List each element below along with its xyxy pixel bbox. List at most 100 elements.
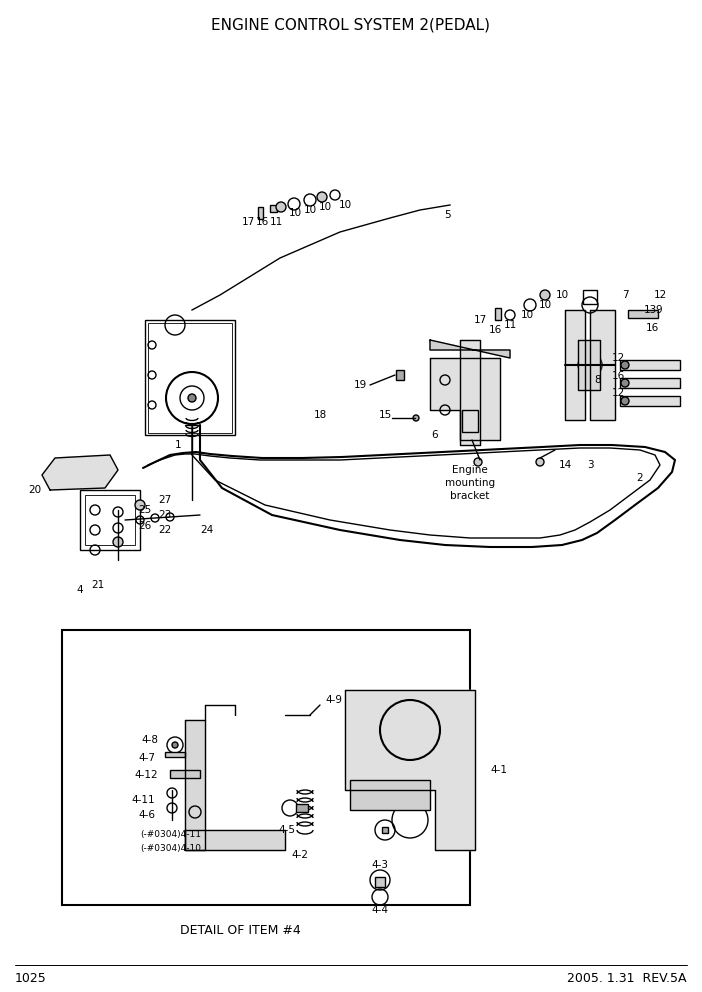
Text: (-#0304)4-10: (-#0304)4-10 bbox=[140, 843, 201, 852]
Text: 4-1: 4-1 bbox=[490, 765, 507, 775]
Text: 4-9: 4-9 bbox=[325, 695, 342, 705]
Text: 4-7: 4-7 bbox=[138, 753, 155, 763]
Text: 26: 26 bbox=[138, 521, 151, 531]
Polygon shape bbox=[42, 455, 118, 490]
Text: 20: 20 bbox=[29, 485, 41, 495]
Text: 5: 5 bbox=[444, 210, 451, 220]
Text: 4-8: 4-8 bbox=[141, 735, 158, 745]
Bar bbox=[396, 370, 404, 380]
Text: 1025: 1025 bbox=[15, 971, 47, 984]
Text: 22: 22 bbox=[158, 525, 171, 535]
Circle shape bbox=[536, 458, 544, 466]
Bar bbox=[620, 360, 680, 370]
Polygon shape bbox=[430, 358, 500, 440]
Text: 24: 24 bbox=[200, 525, 213, 535]
Text: 10: 10 bbox=[303, 205, 317, 215]
Circle shape bbox=[172, 742, 178, 748]
Circle shape bbox=[621, 361, 629, 369]
Text: 4-4: 4-4 bbox=[371, 905, 388, 915]
Circle shape bbox=[413, 415, 419, 421]
Text: 10: 10 bbox=[289, 208, 302, 218]
Text: 16: 16 bbox=[489, 325, 502, 335]
Polygon shape bbox=[460, 340, 480, 445]
Polygon shape bbox=[590, 310, 615, 420]
Text: 9: 9 bbox=[655, 305, 661, 315]
Text: 10: 10 bbox=[520, 310, 534, 320]
Circle shape bbox=[621, 379, 629, 387]
Text: 23: 23 bbox=[158, 510, 171, 520]
Text: bracket: bracket bbox=[450, 491, 490, 501]
Text: 11: 11 bbox=[270, 217, 283, 227]
Text: 4-6: 4-6 bbox=[138, 810, 155, 820]
Text: 8: 8 bbox=[595, 375, 602, 385]
Text: 25: 25 bbox=[138, 505, 151, 515]
Bar bbox=[375, 877, 385, 887]
Text: 16: 16 bbox=[612, 371, 625, 381]
Text: 4-5: 4-5 bbox=[278, 825, 295, 835]
Polygon shape bbox=[185, 830, 285, 850]
Bar bbox=[62, 630, 470, 905]
Text: 17: 17 bbox=[241, 217, 255, 227]
Bar bbox=[350, 780, 430, 810]
Text: 4-12: 4-12 bbox=[134, 770, 158, 780]
Bar bbox=[583, 290, 597, 304]
Text: 2: 2 bbox=[637, 473, 643, 483]
Bar bbox=[148, 323, 232, 433]
Text: Engine: Engine bbox=[452, 465, 488, 475]
Text: 12: 12 bbox=[612, 388, 625, 398]
Bar bbox=[296, 804, 308, 812]
Text: 27: 27 bbox=[158, 495, 171, 505]
Circle shape bbox=[113, 537, 123, 547]
Text: 19: 19 bbox=[353, 380, 366, 390]
Bar bbox=[462, 410, 478, 432]
Text: 10: 10 bbox=[338, 200, 352, 210]
Text: 12: 12 bbox=[612, 353, 625, 363]
Polygon shape bbox=[430, 340, 510, 358]
Bar bbox=[80, 490, 140, 550]
Text: 10: 10 bbox=[319, 202, 331, 212]
Bar bbox=[165, 752, 185, 757]
Text: 13: 13 bbox=[643, 305, 656, 315]
Text: 4-11: 4-11 bbox=[131, 795, 155, 805]
Text: 4-3: 4-3 bbox=[371, 860, 388, 870]
Text: 18: 18 bbox=[313, 410, 326, 420]
Text: (-#0304)4-11: (-#0304)4-11 bbox=[140, 830, 201, 839]
Bar bbox=[495, 308, 501, 320]
Circle shape bbox=[276, 202, 286, 212]
Bar bbox=[85, 495, 135, 545]
Polygon shape bbox=[565, 310, 585, 420]
Text: 16: 16 bbox=[645, 323, 658, 333]
Bar bbox=[170, 770, 200, 778]
Bar bbox=[628, 310, 658, 318]
Text: 7: 7 bbox=[622, 290, 628, 300]
Text: 10: 10 bbox=[555, 290, 569, 300]
Circle shape bbox=[474, 458, 482, 466]
Text: ENGINE CONTROL SYSTEM 2(PEDAL): ENGINE CONTROL SYSTEM 2(PEDAL) bbox=[211, 18, 491, 33]
Text: 21: 21 bbox=[91, 580, 105, 590]
Text: 6: 6 bbox=[432, 430, 438, 440]
Circle shape bbox=[540, 290, 550, 300]
Bar bbox=[145, 320, 235, 435]
Circle shape bbox=[188, 394, 196, 402]
Circle shape bbox=[621, 397, 629, 405]
Polygon shape bbox=[345, 690, 475, 850]
Text: 11: 11 bbox=[503, 320, 517, 330]
Text: DETAIL OF ITEM #4: DETAIL OF ITEM #4 bbox=[180, 924, 300, 936]
Bar bbox=[270, 205, 277, 212]
Text: 4-2: 4-2 bbox=[291, 850, 308, 860]
Text: 2005. 1.31  REV.5A: 2005. 1.31 REV.5A bbox=[567, 971, 687, 984]
Bar bbox=[258, 207, 263, 219]
Text: 15: 15 bbox=[378, 410, 392, 420]
Text: 3: 3 bbox=[587, 460, 593, 470]
Text: 17: 17 bbox=[473, 315, 486, 325]
Text: mounting: mounting bbox=[445, 478, 495, 488]
Text: 14: 14 bbox=[558, 460, 571, 470]
Text: 4: 4 bbox=[77, 585, 84, 595]
Polygon shape bbox=[185, 720, 205, 850]
Circle shape bbox=[135, 500, 145, 510]
Bar bbox=[382, 827, 388, 833]
Text: 1: 1 bbox=[175, 440, 181, 450]
Bar bbox=[620, 378, 680, 388]
Text: 12: 12 bbox=[654, 290, 667, 300]
Bar bbox=[620, 396, 680, 406]
